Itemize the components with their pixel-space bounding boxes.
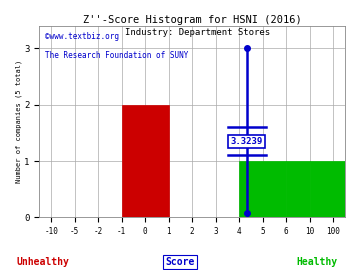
Text: 3.3239: 3.3239 (231, 137, 263, 146)
Bar (239, 161, 286, 217)
Text: Score: Score (165, 257, 195, 267)
Bar (286, 161, 310, 217)
Title: Z''-Score Histogram for HSNI (2016): Z''-Score Histogram for HSNI (2016) (83, 15, 302, 25)
Bar (310, 161, 357, 217)
Bar (122, 105, 169, 217)
Text: Industry: Department Stores: Industry: Department Stores (125, 28, 271, 37)
Text: The Research Foundation of SUNY: The Research Foundation of SUNY (45, 51, 189, 60)
Text: Healthy: Healthy (296, 257, 337, 267)
Text: Unhealthy: Unhealthy (17, 257, 69, 267)
Text: ©www.textbiz.org: ©www.textbiz.org (45, 32, 120, 40)
Y-axis label: Number of companies (5 total): Number of companies (5 total) (15, 60, 22, 183)
